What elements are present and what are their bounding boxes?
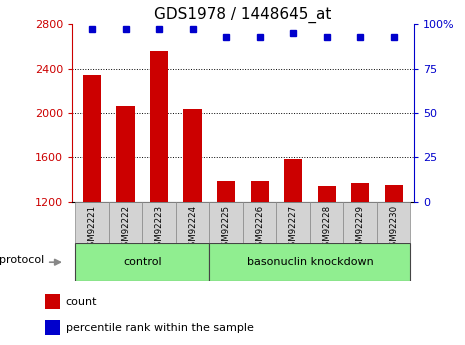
- Text: GSM92229: GSM92229: [356, 205, 365, 252]
- Bar: [209, 243, 411, 281]
- Bar: [377, 202, 411, 243]
- Bar: [75, 202, 109, 243]
- Bar: [251, 181, 269, 202]
- Bar: [109, 202, 142, 243]
- Text: basonuclin knockdown: basonuclin knockdown: [246, 257, 373, 267]
- Text: GSM92226: GSM92226: [255, 205, 264, 252]
- Text: count: count: [66, 297, 97, 307]
- Bar: [176, 202, 209, 243]
- Text: GSM92221: GSM92221: [88, 205, 97, 252]
- Bar: [209, 202, 243, 243]
- Bar: [150, 51, 168, 202]
- Bar: [83, 75, 101, 202]
- Bar: [116, 106, 135, 202]
- Bar: [46, 320, 60, 335]
- Text: GSM92225: GSM92225: [222, 205, 231, 252]
- Bar: [385, 185, 403, 202]
- Bar: [243, 202, 277, 243]
- Bar: [284, 158, 302, 202]
- Bar: [344, 202, 377, 243]
- Bar: [318, 186, 336, 202]
- Bar: [46, 295, 60, 309]
- Bar: [277, 202, 310, 243]
- Bar: [217, 181, 235, 202]
- Text: GSM92228: GSM92228: [322, 205, 331, 252]
- Title: GDS1978 / 1448645_at: GDS1978 / 1448645_at: [154, 7, 332, 23]
- Bar: [142, 202, 176, 243]
- Text: protocol: protocol: [0, 255, 45, 265]
- Bar: [351, 183, 370, 202]
- Bar: [310, 202, 344, 243]
- Text: GSM92230: GSM92230: [389, 205, 398, 252]
- Text: percentile rank within the sample: percentile rank within the sample: [66, 323, 254, 333]
- Text: GSM92222: GSM92222: [121, 205, 130, 252]
- Text: GSM92224: GSM92224: [188, 205, 197, 252]
- Text: GSM92227: GSM92227: [289, 205, 298, 252]
- Text: GSM92223: GSM92223: [155, 205, 164, 252]
- Text: control: control: [123, 257, 162, 267]
- Bar: [184, 109, 202, 202]
- Bar: [75, 243, 209, 281]
